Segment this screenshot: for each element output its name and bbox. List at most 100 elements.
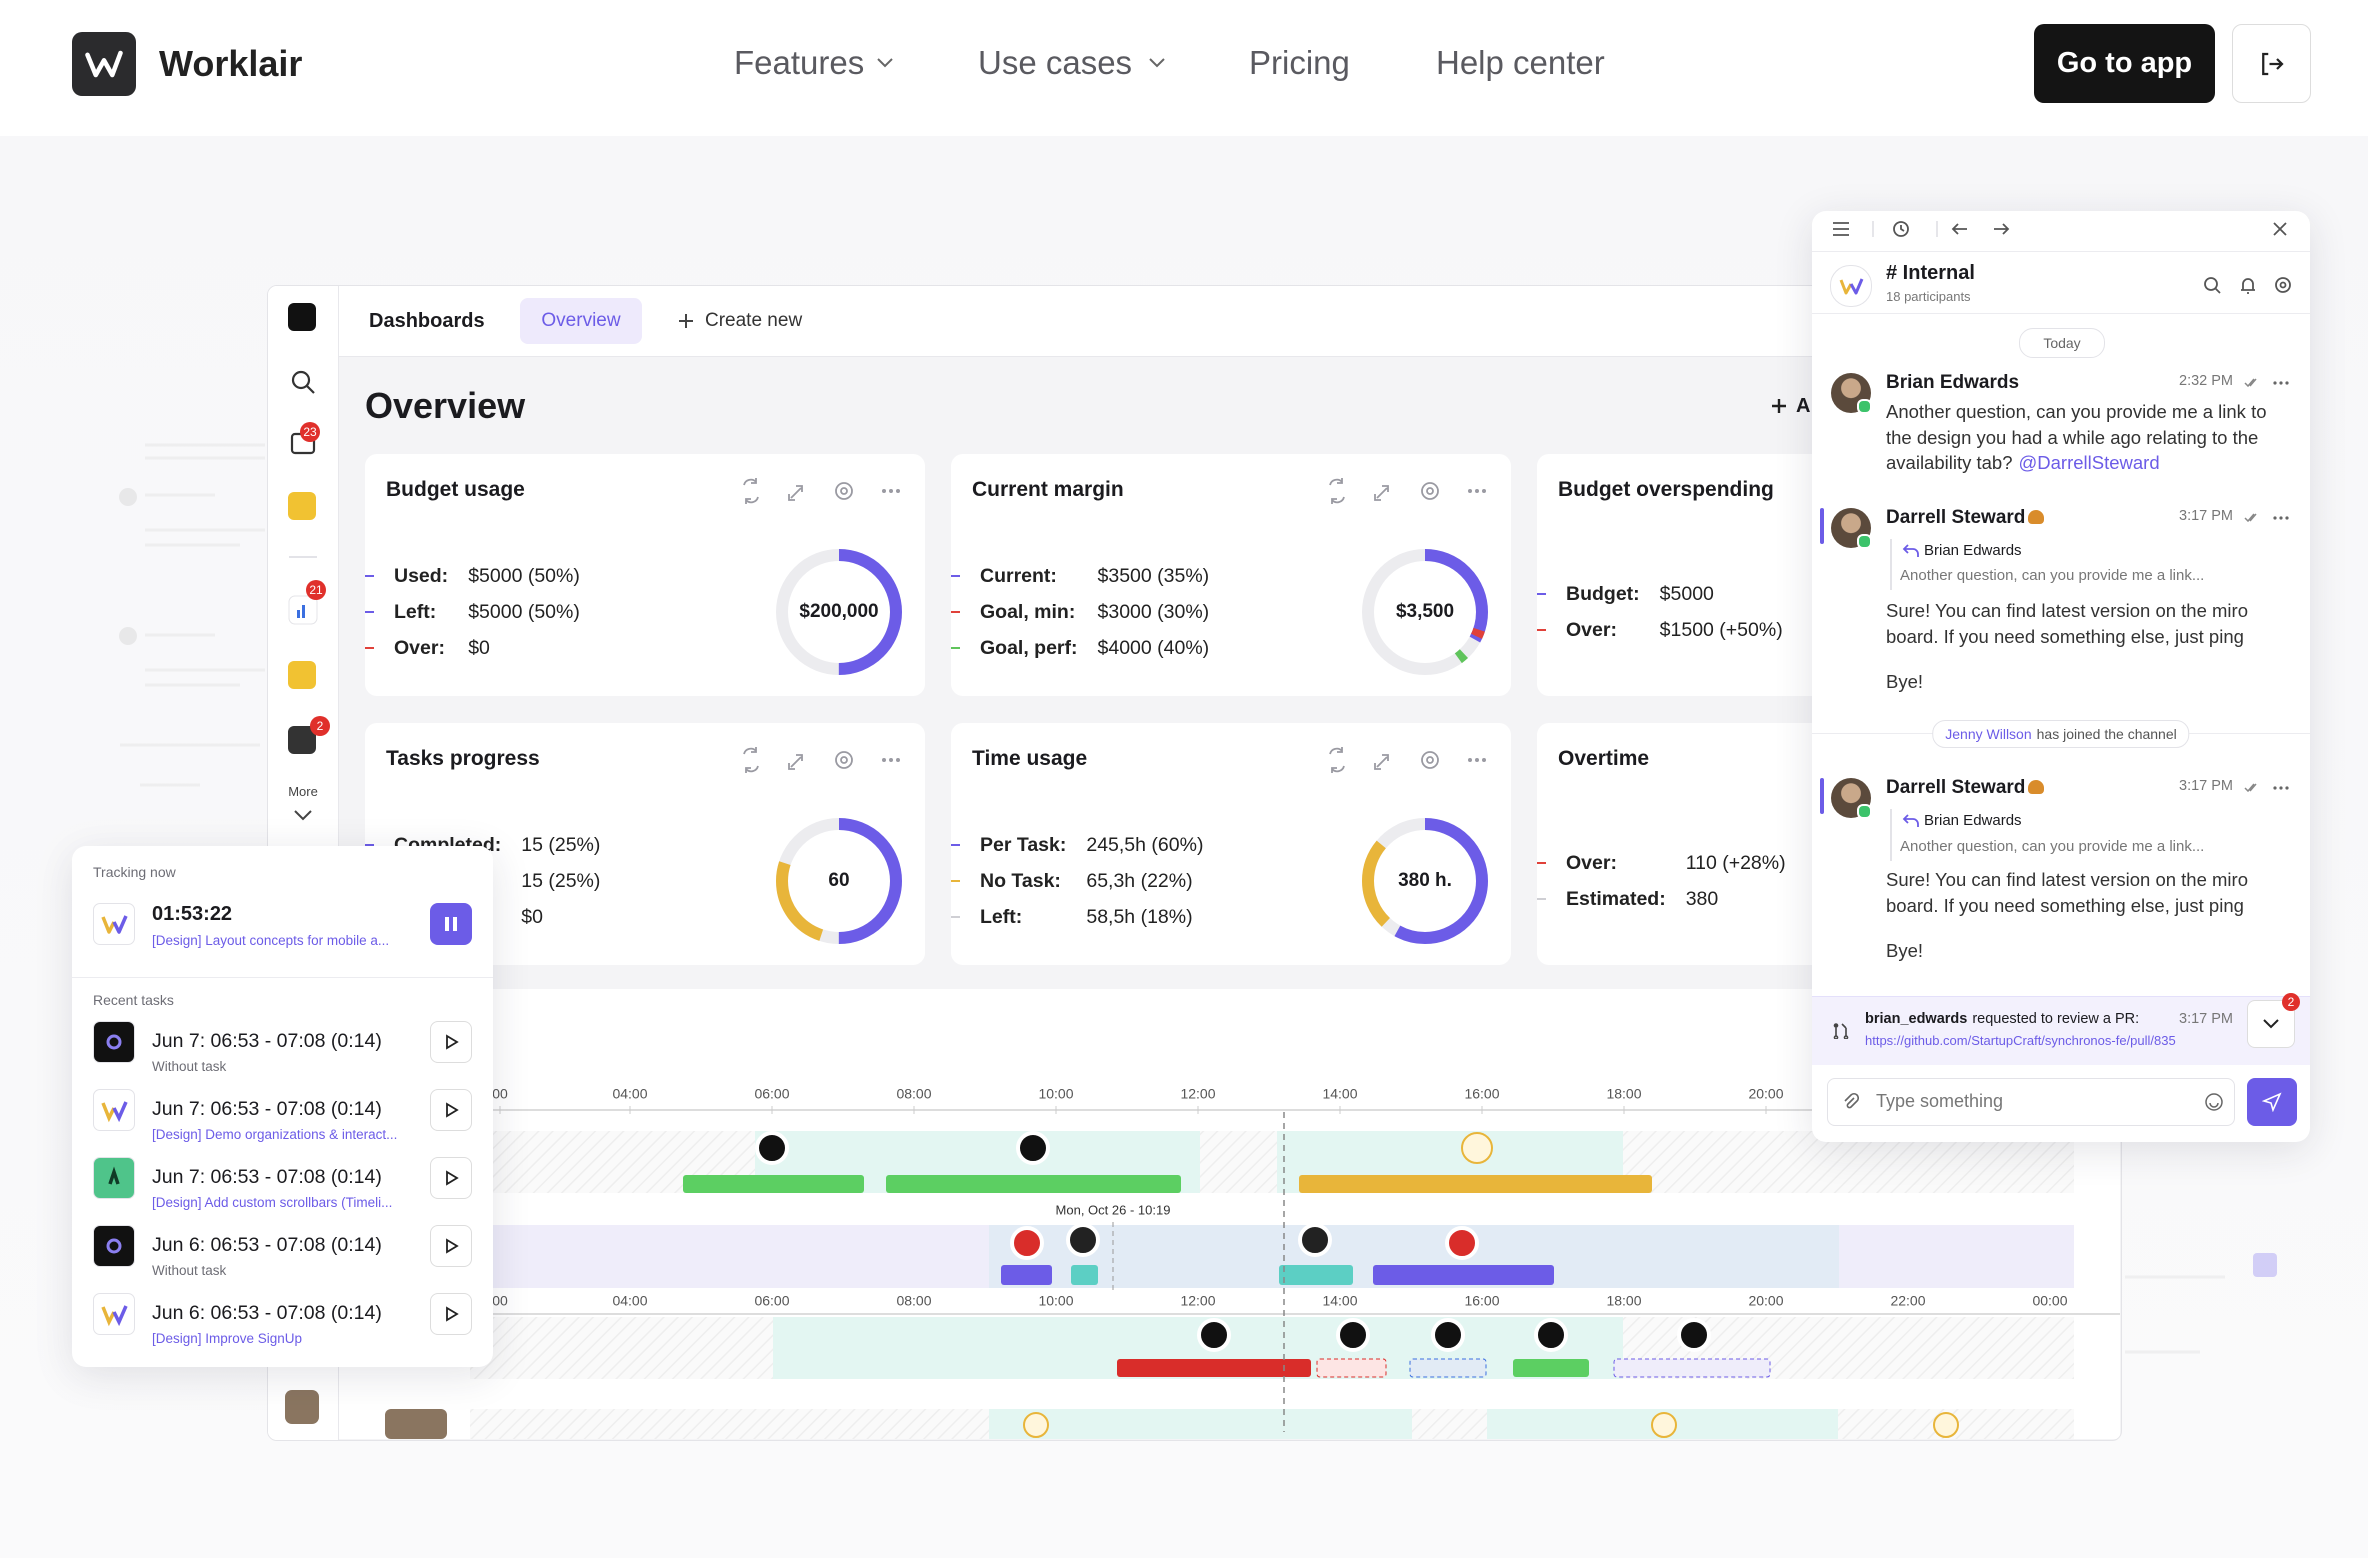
- app-icon[interactable]: [288, 492, 316, 520]
- circle: [1336, 1318, 1370, 1352]
- settings-icon: [1421, 482, 1439, 500]
- tab-active[interactable]: Overview: [520, 298, 642, 344]
- app-icon[interactable]: [288, 661, 316, 689]
- hour-label: 00:00: [2032, 1293, 2067, 1309]
- pr-text: requested to review a PR:: [1972, 1011, 2140, 1027]
- legend-dash: [1537, 861, 1546, 865]
- line: [306, 385, 315, 394]
- pause-button[interactable]: [430, 903, 472, 945]
- polyline: [1149, 58, 1165, 68]
- plus-icon: [679, 314, 693, 328]
- pr-notice: brian_edwards requested to review a PR: 3:…: [1812, 993, 2310, 1065]
- row-value: $3000 (30%): [1097, 601, 1210, 623]
- message-time: 2:32 PM: [2179, 373, 2233, 389]
- task-icon: [93, 1293, 135, 1335]
- day-divider: Today: [2019, 328, 2105, 358]
- donut-segment: [776, 549, 902, 675]
- circle: [1431, 1318, 1465, 1352]
- row-label: Goal, perf:: [980, 637, 1078, 659]
- author: Darrell Steward: [1886, 507, 2026, 528]
- chart-icon[interactable]: [288, 595, 318, 625]
- hour-label: 18:00: [1606, 1086, 1641, 1102]
- card-title: Time usage: [972, 747, 1088, 770]
- channel-name: # Internal: [1886, 262, 1975, 284]
- send-icon: [2262, 1092, 2282, 1112]
- send-button[interactable]: [2247, 1078, 2297, 1126]
- mention[interactable]: @DarrellSteward: [2018, 452, 2160, 473]
- task-name[interactable]: [Design] Improve SignUp: [152, 1331, 303, 1346]
- task-name[interactable]: [Design] Add custom scrollbars (Timeli..…: [152, 1195, 393, 1210]
- tab[interactable]: Dashboards: [369, 310, 485, 332]
- refresh-icon: [1329, 747, 1345, 773]
- card: Tasks progress Completed: 15 (25%) 15 (25%)…: [365, 723, 925, 965]
- rect: [445, 917, 449, 931]
- timeline-tooltip: Mon, Oct 26 - 10:19: [1056, 1202, 1171, 1217]
- card: Budget usage Used: $5000 (50%) Left: $5000 (…: [365, 454, 925, 696]
- row-value: 65,3h (22%): [1086, 870, 1193, 892]
- chat-toolbar: [1833, 221, 2287, 237]
- hour-label: 14:00: [1322, 1086, 1357, 1102]
- play-button[interactable]: [430, 1089, 472, 1131]
- card-rows: Budget: $5000 Over: $1500 (+50%): [1537, 528, 1783, 696]
- play-button[interactable]: [430, 1293, 472, 1335]
- task-icon: [93, 1157, 135, 1199]
- search-icon[interactable]: [289, 368, 317, 396]
- task-name[interactable]: Without task: [152, 1059, 227, 1074]
- circle: [291, 370, 311, 390]
- tracking-task[interactable]: [Design] Layout concepts for mobile a...: [152, 933, 390, 948]
- card-actions: [743, 478, 900, 504]
- message-line: Bye!: [1886, 940, 1924, 961]
- hour-label: 04:00: [612, 1293, 647, 1309]
- nav-link[interactable]: Pricing: [1249, 44, 1350, 81]
- logo-mark[interactable]: [72, 32, 136, 96]
- rect: [385, 1409, 447, 1439]
- circle: [2275, 277, 2291, 293]
- path: [2214, 287, 2221, 294]
- card-rows: Per Task: 245,5h (60%) No Task: 65,3h (22%)…: [951, 797, 1203, 965]
- path: [2261, 52, 2284, 75]
- reply-author: Brian Edwards: [1924, 542, 2022, 559]
- task-time: Jun 7: 06:53 - 07:08 (0:14): [152, 1098, 382, 1120]
- header-icons[interactable]: [2200, 273, 2300, 297]
- settings-icon: [1421, 751, 1439, 769]
- task-name[interactable]: Without task: [152, 1263, 227, 1278]
- play-button[interactable]: [430, 1225, 472, 1267]
- g: [755, 1131, 1959, 1438]
- row-value: $3500 (35%): [1097, 565, 1210, 587]
- brand-name[interactable]: Worklair: [159, 43, 303, 84]
- play-button[interactable]: [430, 1157, 472, 1199]
- rect: [683, 1175, 864, 1193]
- author: Brian Edwards: [1886, 372, 2020, 393]
- nav-link[interactable]: Use cases: [978, 44, 1133, 81]
- section-label: Recent tasks: [93, 992, 174, 1008]
- rect: [1279, 1265, 1353, 1285]
- hour-label: 00: [492, 1293, 508, 1309]
- login-button[interactable]: [2232, 24, 2311, 103]
- play-button[interactable]: [430, 1021, 472, 1063]
- polyline: [85, 50, 123, 78]
- row-value: 15 (25%): [521, 834, 601, 856]
- section-label: Tracking now: [93, 864, 176, 880]
- hour-label: 12:00: [1180, 1293, 1215, 1309]
- task-name[interactable]: [Design] Demo organizations & interact..…: [152, 1127, 398, 1142]
- circle: [1461, 1132, 1493, 1164]
- nav-link[interactable]: Features: [734, 44, 865, 81]
- sidebar-more[interactable]: More: [288, 784, 318, 799]
- pr-link[interactable]: https://github.com/StartupCraft/synchron…: [1865, 1033, 2176, 1048]
- nav-link[interactable]: Help center: [1436, 44, 1605, 81]
- more-dot: [1475, 489, 1479, 493]
- row-value: 380: [1685, 888, 1719, 910]
- tab[interactable]: Create new: [705, 310, 803, 331]
- plus-icon: [1772, 399, 1786, 413]
- row-label: No Task:: [980, 870, 1061, 892]
- more-dot: [896, 758, 900, 762]
- message-input[interactable]: Type something: [1827, 1078, 2235, 1126]
- member-name[interactable]: Jenny Willson: [1945, 726, 2032, 742]
- row-label: Estimated:: [1566, 888, 1666, 910]
- hour-label: 06:00: [754, 1086, 789, 1102]
- more-dot: [2273, 516, 2277, 520]
- cta-button[interactable]: Go to app: [2034, 24, 2215, 103]
- add-button[interactable]: A: [1796, 395, 1811, 417]
- sidebar-logo[interactable]: [288, 303, 316, 331]
- row-value: $0: [521, 906, 543, 928]
